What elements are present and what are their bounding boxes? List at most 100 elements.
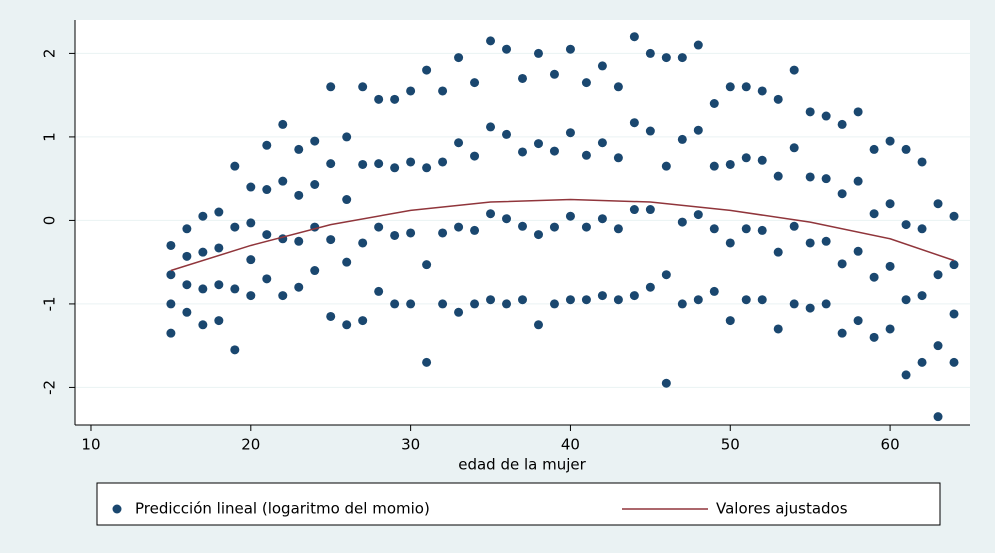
point (677, 53, 687, 63)
point (518, 147, 527, 157)
point (326, 235, 336, 245)
x-tick-label: 20 (241, 436, 260, 454)
point (518, 221, 527, 231)
point (677, 299, 687, 309)
x-tick-label: 60 (881, 436, 900, 454)
point (438, 86, 448, 96)
fitted-line (170, 198, 955, 272)
point (406, 228, 416, 238)
point (486, 36, 496, 46)
point (773, 247, 783, 257)
point (901, 144, 911, 154)
point (406, 86, 416, 96)
x-tick-label: 50 (721, 436, 740, 454)
point (661, 161, 671, 171)
point (310, 136, 320, 146)
point (741, 224, 751, 234)
point (214, 207, 224, 217)
point (917, 224, 927, 234)
point (565, 44, 575, 54)
point (773, 324, 783, 334)
point (821, 111, 831, 121)
point (294, 144, 304, 154)
point (565, 211, 575, 221)
point (470, 78, 480, 88)
point (805, 303, 815, 313)
point (358, 159, 368, 169)
legend (96, 482, 941, 526)
point (597, 214, 607, 224)
point (390, 299, 400, 309)
legend-label: Valores ajustados (716, 500, 848, 518)
point (230, 222, 240, 232)
point (693, 40, 703, 50)
point (182, 224, 192, 234)
point (581, 295, 591, 305)
point (294, 282, 304, 292)
point (741, 153, 751, 163)
point (198, 247, 208, 257)
point (518, 295, 527, 305)
point (326, 159, 336, 169)
point (581, 78, 591, 88)
point (661, 53, 671, 63)
point (613, 295, 623, 305)
x-axis-label: edad de la mujer (458, 456, 586, 474)
point (645, 282, 655, 292)
point (502, 44, 512, 54)
point (645, 126, 655, 136)
point (390, 230, 400, 240)
point (454, 138, 464, 148)
x-tick-label: 30 (401, 436, 420, 454)
point (773, 94, 783, 104)
point (853, 246, 863, 256)
point (949, 309, 959, 319)
point (933, 270, 943, 280)
point (246, 182, 256, 192)
point (917, 291, 927, 301)
point (613, 153, 623, 163)
point (374, 222, 384, 232)
point (677, 217, 687, 227)
point (901, 220, 911, 230)
point (438, 228, 448, 238)
point (789, 143, 799, 153)
point (230, 284, 240, 294)
legend-marker (112, 504, 122, 514)
point (565, 128, 575, 138)
point (821, 236, 831, 246)
point (502, 214, 512, 224)
point (182, 251, 192, 261)
point (342, 132, 352, 142)
point (438, 157, 448, 167)
point (533, 230, 543, 240)
point (805, 172, 815, 182)
point (949, 357, 959, 367)
point (757, 86, 767, 96)
point (246, 255, 256, 265)
point (709, 161, 719, 171)
point (901, 295, 911, 305)
point (214, 316, 224, 326)
point (374, 94, 384, 104)
point (262, 274, 272, 284)
point (725, 82, 735, 92)
point (374, 159, 384, 169)
point (486, 209, 496, 219)
point (629, 32, 639, 42)
point (853, 316, 863, 326)
point (853, 176, 863, 186)
y-tick-label: 2 (41, 49, 59, 59)
point (230, 345, 240, 355)
point (869, 209, 879, 219)
point (629, 291, 639, 301)
point (821, 174, 831, 184)
point (502, 129, 512, 139)
point (693, 125, 703, 135)
point (342, 320, 352, 330)
point (901, 370, 911, 380)
point (789, 65, 799, 75)
point (613, 224, 623, 234)
point (310, 266, 320, 276)
